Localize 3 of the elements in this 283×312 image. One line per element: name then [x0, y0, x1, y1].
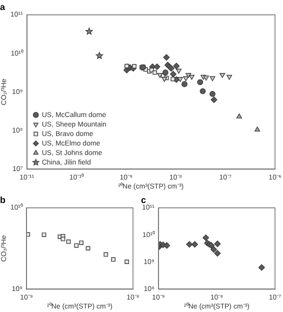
- chart-title: a: [0, 2, 6, 12]
- chart-title: b: [0, 194, 6, 205]
- chart-title: c: [141, 194, 146, 205]
